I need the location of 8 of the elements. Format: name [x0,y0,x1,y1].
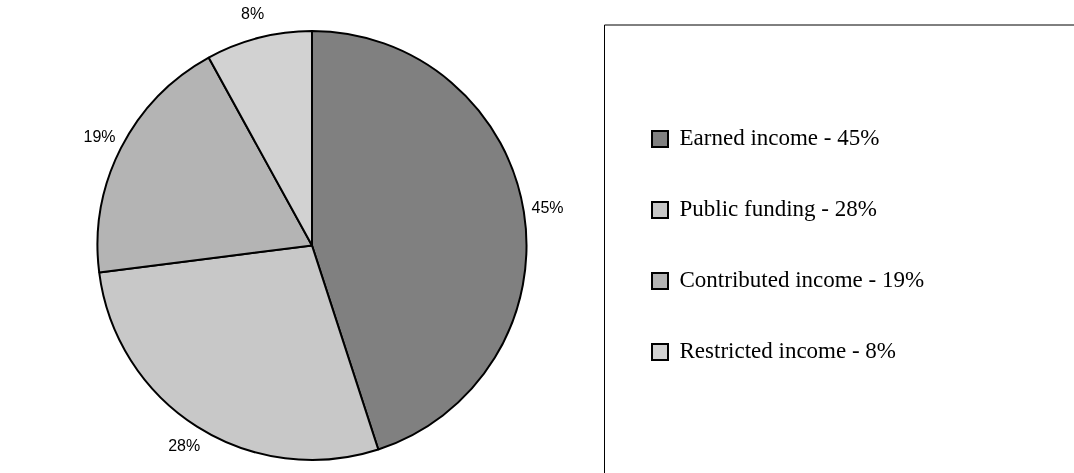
data-label: 8% [241,4,265,22]
data-label: 45% [531,198,564,216]
data-label: 28% [168,437,201,455]
legend-label: Earned income - 45% [679,125,880,151]
legend-label: Public funding - 28% [679,196,877,222]
data-label: 19% [83,127,116,145]
legend-label: Restricted income - 8% [679,338,897,364]
legend-label: Contributed income - 19% [679,267,925,293]
